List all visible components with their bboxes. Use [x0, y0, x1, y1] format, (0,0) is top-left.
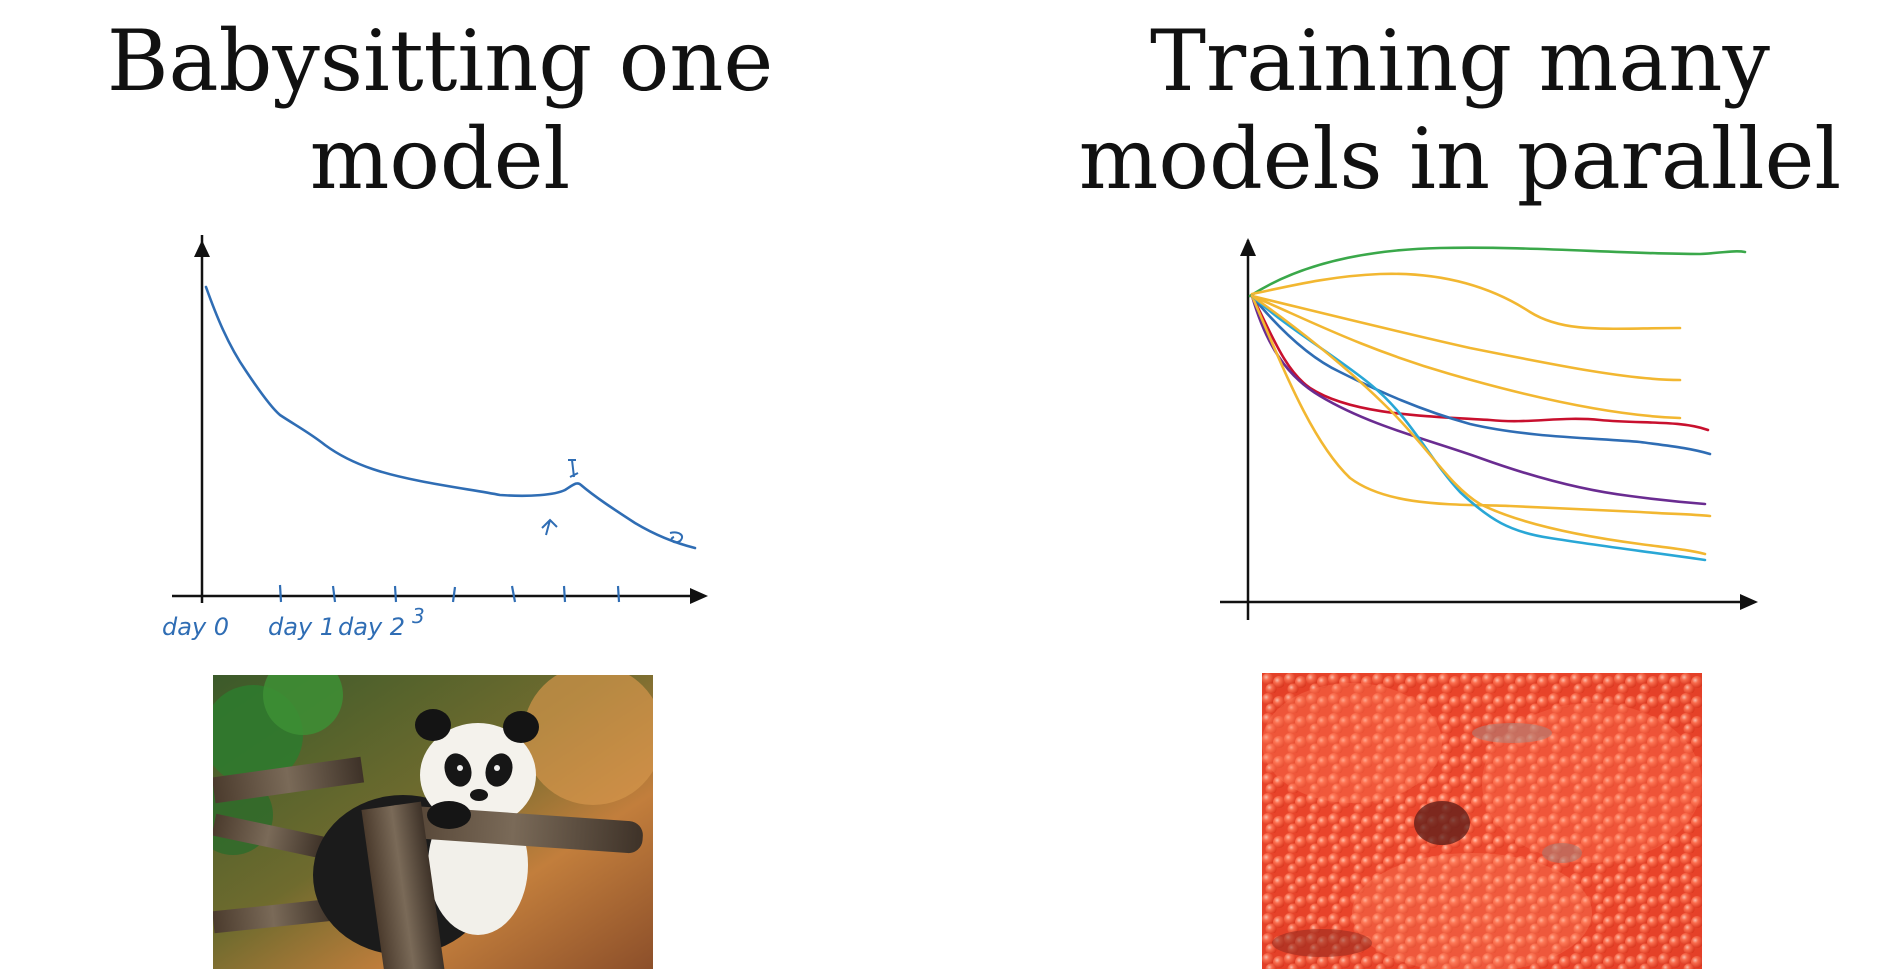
tick [331, 585, 337, 603]
parallel-models-learning-curves [1220, 238, 1758, 620]
curve-purple [1250, 294, 1707, 506]
tick-label-day0: day 0 [162, 613, 229, 641]
title-left-line1: Babysitting one [106, 12, 774, 110]
annotation-arrow-up [541, 518, 558, 536]
single-model-learning-curve: day 0 day 1 day 2 3 [162, 235, 708, 641]
curve-cyan [1250, 294, 1707, 562]
tick-label-day2: day 2 [338, 613, 405, 641]
tick [562, 585, 567, 603]
x-axis-arrow [1740, 594, 1758, 610]
y-axis-arrow [1240, 238, 1256, 256]
model-curves [1248, 246, 1747, 562]
loss-curve [204, 285, 697, 550]
title-training-many-models: Training many models in parallel [1060, 12, 1860, 208]
curve-blue [1250, 294, 1712, 456]
tick [393, 585, 398, 603]
panda-photo [213, 675, 653, 969]
fish-roe-illustration [1262, 673, 1702, 969]
annotation-mark-top [568, 459, 579, 478]
caviar-photo [1262, 673, 1702, 969]
tick [616, 585, 621, 603]
curve-yellow-3 [1250, 294, 1682, 420]
tick-label-day1: day 1 [268, 613, 335, 641]
tick [278, 584, 283, 603]
x-axis-arrow [690, 588, 708, 604]
title-babysitting-one-model: Babysitting one model [40, 12, 840, 208]
tick [451, 586, 457, 603]
tick [510, 585, 517, 603]
tick-labels: day 0 day 1 day 2 3 [162, 604, 425, 641]
y-axis-arrow [194, 240, 210, 257]
curve-yellow-1 [1250, 272, 1682, 331]
title-right-line1: Training many [1150, 12, 1770, 110]
annotation-scribble [669, 531, 684, 544]
curve-yellow-5 [1250, 294, 1707, 556]
curve-red [1250, 294, 1710, 432]
title-left-line2: model [309, 110, 571, 208]
curve-green [1248, 246, 1747, 298]
title-right-line2: models in parallel [1078, 110, 1842, 208]
panda-illustration [213, 675, 653, 969]
tick-label-3: 3 [412, 604, 425, 628]
x-axis-ticks [278, 584, 621, 603]
curve-yellow-2 [1250, 294, 1682, 382]
